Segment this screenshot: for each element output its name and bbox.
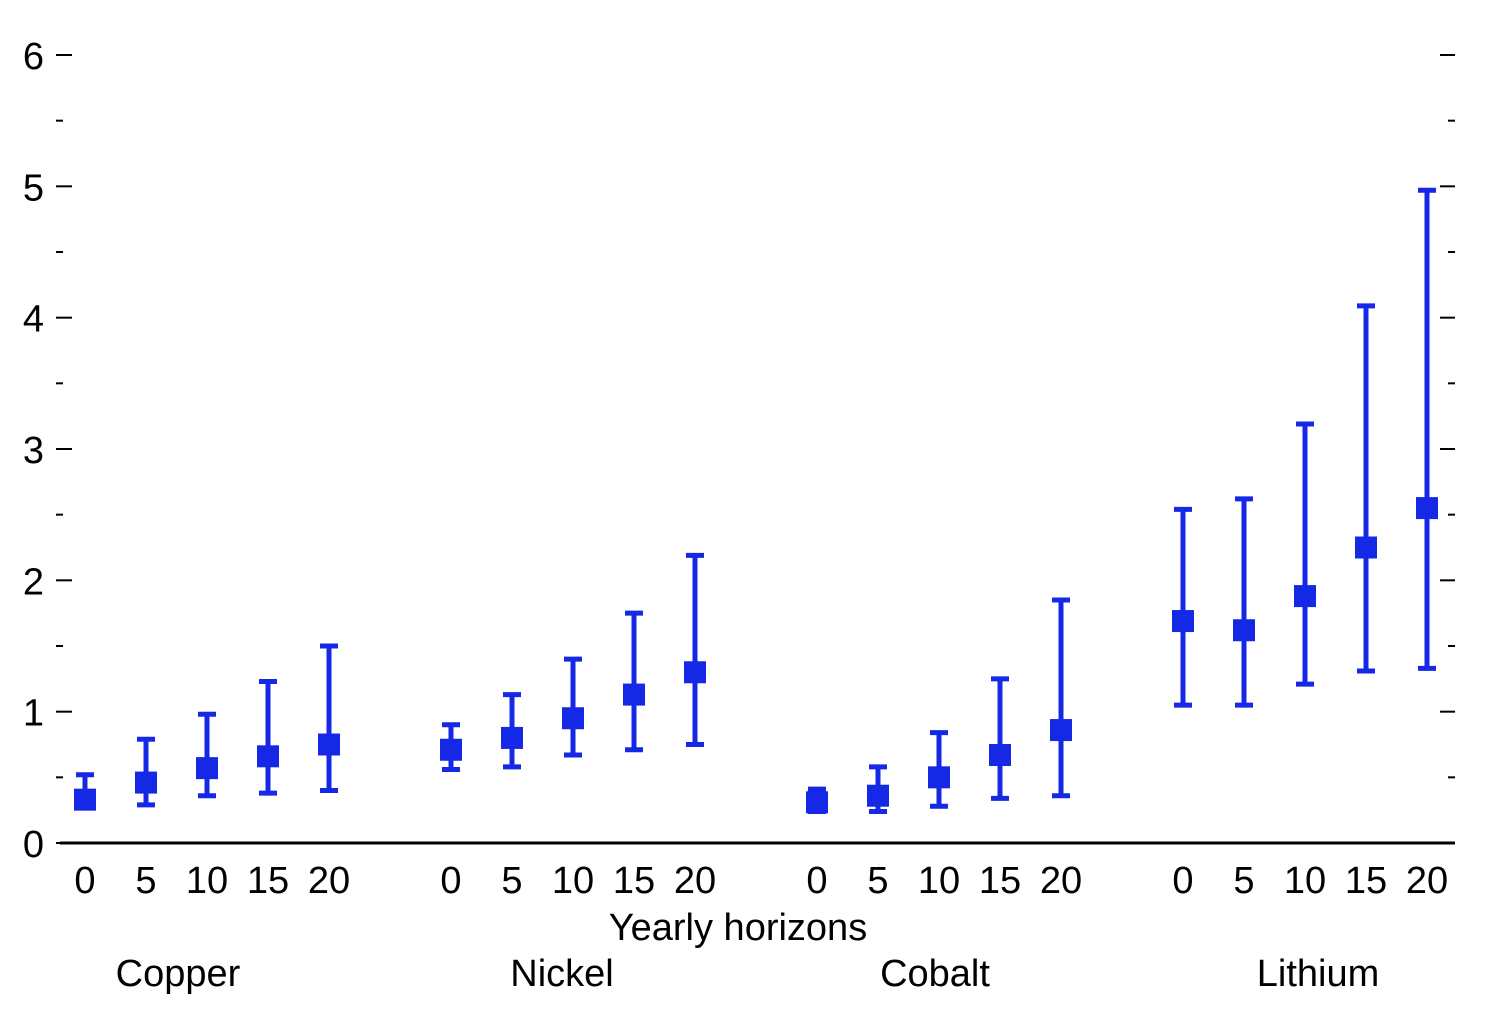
x-tick-label: 5 <box>867 860 888 902</box>
point-marker <box>1294 585 1316 608</box>
x-tick-label: 0 <box>806 860 827 902</box>
group-label-cobalt: Cobalt <box>880 953 990 995</box>
x-tick-label: 5 <box>135 860 156 902</box>
x-tick-label: 15 <box>979 860 1021 902</box>
x-tick-label: 0 <box>74 860 95 902</box>
point-marker <box>257 745 279 768</box>
x-tick-label: 15 <box>247 860 289 902</box>
x-tick-label: 10 <box>186 860 228 902</box>
point-marker <box>135 771 157 794</box>
group-label-lithium: Lithium <box>1257 953 1380 995</box>
point-marker <box>501 726 523 749</box>
point-marker <box>318 733 340 756</box>
x-tick-label: 5 <box>1233 860 1254 902</box>
x-tick-label: 20 <box>1406 860 1448 902</box>
series-nickel <box>440 552 706 772</box>
y-tick-label: 4 <box>23 299 44 341</box>
point-marker <box>440 738 462 761</box>
plot-marks <box>74 187 1438 814</box>
x-tick-label: 0 <box>440 860 461 902</box>
point-marker <box>867 784 889 807</box>
series-lithium <box>1172 187 1438 708</box>
series-cobalt <box>806 597 1072 814</box>
x-tick-label: 20 <box>308 860 350 902</box>
point-marker <box>684 661 706 684</box>
point-marker <box>1416 497 1438 520</box>
y-tick-label: 0 <box>23 824 44 866</box>
point-marker <box>1172 610 1194 633</box>
x-tick-label: 10 <box>918 860 960 902</box>
x-tick-label: 10 <box>552 860 594 902</box>
point-marker <box>74 788 96 811</box>
x-axis-title: Yearly horizons <box>609 907 867 949</box>
x-tick-labels: 0 5 10 15 20 0 5 10 15 20 0 5 10 15 20 0 5 10 15 20 <box>74 860 1448 902</box>
y-tick-label: 5 <box>23 167 44 209</box>
point-marker <box>1355 536 1377 559</box>
group-label-nickel: Nickel <box>510 953 613 995</box>
x-tick-label: 0 <box>1172 860 1193 902</box>
point-marker <box>1233 619 1255 642</box>
x-tick-label: 15 <box>1345 860 1387 902</box>
y-axis-right <box>1440 54 1455 844</box>
y-axis-left: 0 1 2 3 4 5 6 <box>23 36 72 866</box>
point-marker <box>928 766 950 789</box>
y-tick-label: 1 <box>23 693 44 735</box>
point-marker <box>623 683 645 706</box>
point-marker <box>989 744 1011 767</box>
y-tick-label: 2 <box>23 561 44 603</box>
group-label-copper: Copper <box>116 953 241 995</box>
group-labels: Copper Nickel Cobalt Lithium <box>116 953 1380 995</box>
point-marker <box>1050 719 1072 742</box>
point-marker <box>196 757 218 780</box>
point-marker <box>562 707 584 730</box>
series-copper <box>74 643 340 811</box>
x-tick-label: 5 <box>501 860 522 902</box>
point-marker <box>806 791 828 814</box>
x-tick-label: 20 <box>1040 860 1082 902</box>
y-tick-label: 6 <box>23 36 44 78</box>
x-tick-label: 15 <box>613 860 655 902</box>
x-tick-label: 10 <box>1284 860 1326 902</box>
x-tick-label: 20 <box>674 860 716 902</box>
y-tick-label: 3 <box>23 430 44 472</box>
